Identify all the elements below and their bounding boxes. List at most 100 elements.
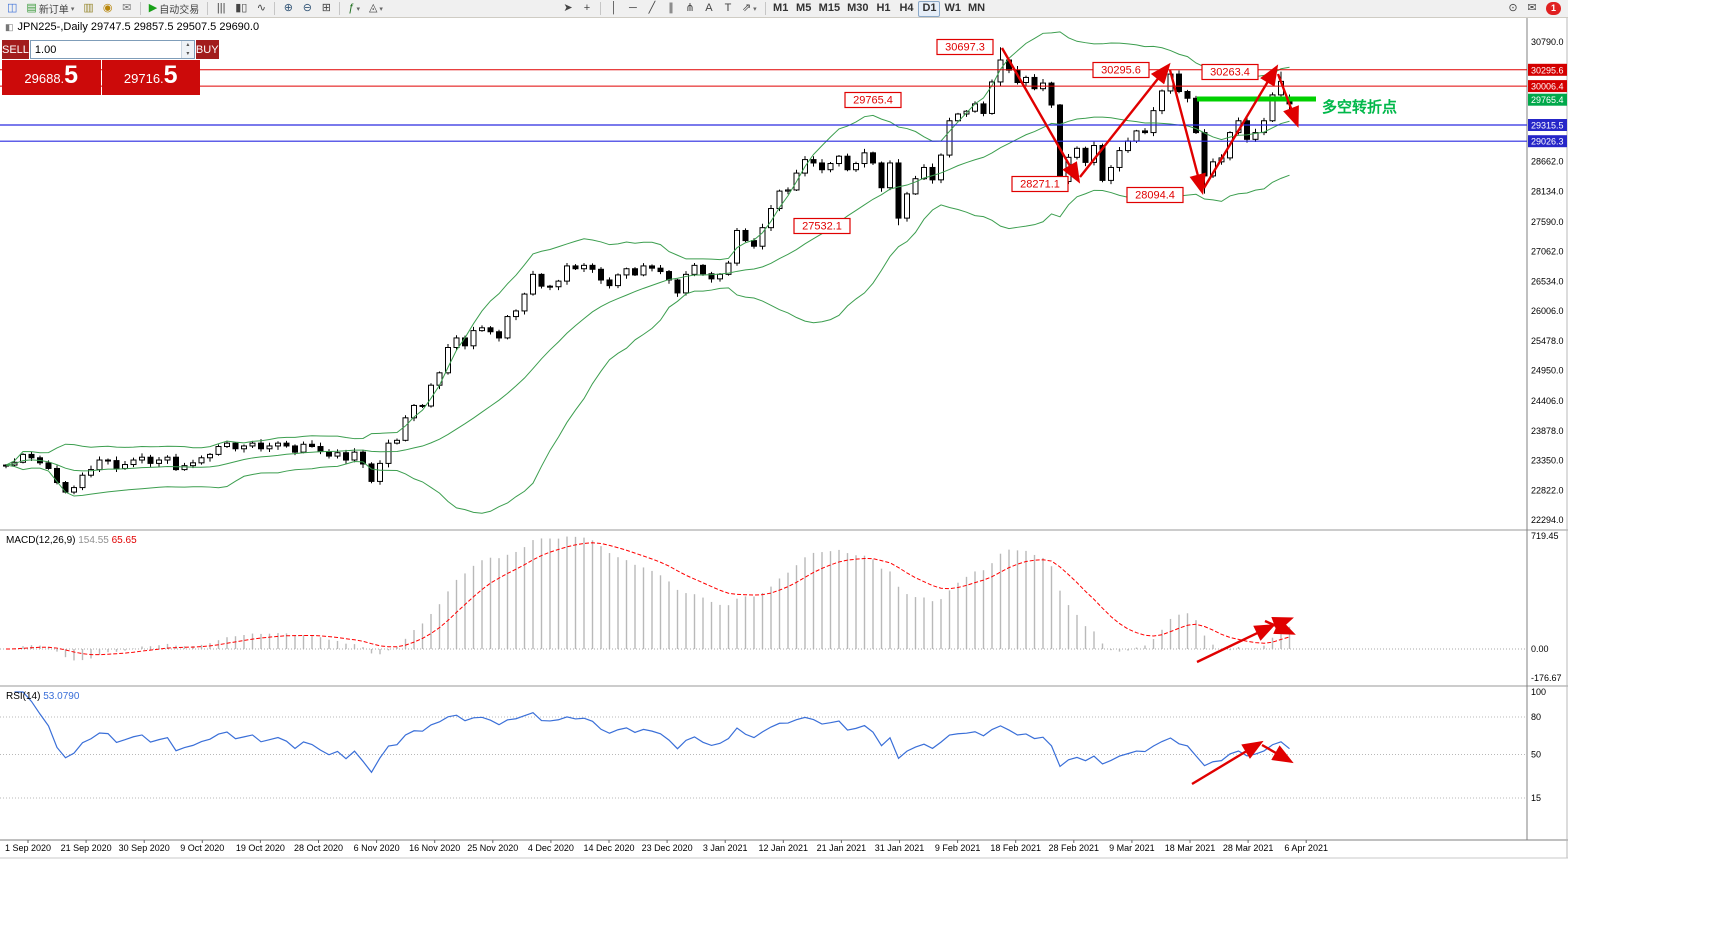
- trend-arrow[interactable]: [1000, 47, 1081, 184]
- tf-d1-button[interactable]: D1: [918, 0, 941, 17]
- chart-profiles-button[interactable]: ▥: [83, 2, 94, 14]
- rsi-axis-label: 15: [1531, 793, 1541, 803]
- svg-text:29026.3: 29026.3: [1531, 137, 1564, 147]
- trend-arrow[interactable]: [1079, 62, 1171, 178]
- date-axis-label: 21 Jan 2021: [817, 843, 867, 853]
- vertical-line-button[interactable]: │: [610, 2, 618, 14]
- svg-text:27532.1: 27532.1: [802, 221, 842, 233]
- indicators-button[interactable]: ƒ ▾: [348, 2, 360, 14]
- tf-w1-button[interactable]: W1: [944, 2, 961, 14]
- date-axis-label: 28 Oct 2020: [294, 843, 343, 853]
- price-annotation[interactable]: 30295.6: [1092, 61, 1150, 79]
- chart-ohlc-text: JPN225-,Daily 29747.5 29857.5 29507.5 29…: [17, 21, 260, 33]
- price-axis-tag: 29765.4: [1528, 93, 1567, 106]
- tf-m1-button[interactable]: M1: [773, 2, 789, 14]
- volume-input[interactable]: [30, 41, 181, 58]
- svg-text:30295.6: 30295.6: [1531, 65, 1564, 75]
- notifications-badge[interactable]: 1: [1545, 2, 1561, 15]
- price-axis-label: 23350.0: [1531, 456, 1564, 466]
- price-axis-label: 24950.0: [1531, 366, 1564, 376]
- svg-text:28094.4: 28094.4: [1135, 190, 1175, 202]
- bar-chart-type-button[interactable]: |||: [216, 2, 226, 14]
- price-annotation[interactable]: 28094.4: [1126, 186, 1184, 204]
- bollinger-upper-band: [5, 31, 1290, 466]
- candlestick-chart-type-button[interactable]: ▮▯: [235, 2, 248, 14]
- svg-text:30006.4: 30006.4: [1531, 82, 1564, 92]
- autotrading-button[interactable]: ▶ 自动交易: [148, 2, 200, 17]
- volume-spinner: ▴ ▾: [180, 41, 194, 58]
- price-axis-label: 24406.0: [1531, 396, 1564, 406]
- new-order-button[interactable]: ▤ 新订单 ▾: [26, 2, 75, 17]
- buy-price-display[interactable]: 29716. 5: [101, 60, 200, 95]
- trend-arrow[interactable]: [1264, 618, 1296, 635]
- objects-list-button[interactable]: ◬ ▾: [368, 2, 383, 14]
- text-label-button[interactable]: T: [724, 2, 732, 14]
- buy-button[interactable]: BUY: [195, 40, 219, 59]
- price-annotation[interactable]: 28271.1: [1011, 175, 1069, 193]
- crosshair-button[interactable]: +: [583, 2, 591, 14]
- mail-button[interactable]: ✉: [122, 2, 132, 14]
- date-axis-label: 30 Sep 2020: [119, 843, 170, 853]
- date-axis-label: 6 Apr 2021: [1284, 843, 1328, 853]
- toolbar-separator: [207, 2, 209, 15]
- trendline-button[interactable]: ╱: [648, 2, 656, 14]
- svg-text:30697.3: 30697.3: [945, 42, 985, 54]
- search-button[interactable]: ⊙: [1508, 2, 1518, 14]
- date-axis-label: 31 Jan 2021: [875, 843, 925, 853]
- tf-mn-button[interactable]: MN: [967, 2, 986, 14]
- price-annotation[interactable]: 29765.4: [844, 91, 902, 109]
- trend-arrow[interactable]: [1276, 73, 1299, 128]
- date-axis-label: 1 Sep 2020: [5, 843, 51, 853]
- tf-m30-button[interactable]: M30: [847, 2, 869, 14]
- new-chart-button[interactable]: ◫: [7, 2, 18, 14]
- alerts-button[interactable]: ◉: [102, 2, 113, 14]
- toolbar-separator: [139, 2, 141, 15]
- toolbar: ◫ ▤ 新订单 ▾ ▥ ◉ ✉ ▶ 自动交易 ||| ▮▯ ∿ ⊕ ⊖ ⊞ ƒ ▾ ◬ ▾ ➤ + │ ─ ╱ ∥ ⋔ A T ⇗ ▾ M1…: [0, 0, 1568, 18]
- date-axis-label: 28 Mar 2021: [1223, 843, 1274, 853]
- horizontal-line-button[interactable]: ─: [629, 2, 637, 14]
- text-button[interactable]: A: [705, 2, 713, 14]
- line-chart-type-button[interactable]: ∿: [256, 2, 266, 14]
- price-axis-label: 25478.0: [1531, 336, 1564, 346]
- date-axis-label: 16 Nov 2020: [409, 843, 460, 853]
- date-axis-label: 9 Feb 2021: [935, 843, 981, 853]
- arrow-objects-button[interactable]: ⇗ ▾: [741, 2, 757, 14]
- tf-m15-button[interactable]: M15: [818, 2, 841, 14]
- turning-point-note[interactable]: 多空转折点: [1322, 98, 1397, 116]
- date-axis-label: 12 Jan 2021: [759, 843, 809, 853]
- price-axis-tag: 30006.4: [1528, 80, 1567, 93]
- fibonacci-button[interactable]: ⋔: [685, 2, 695, 14]
- trend-arrow[interactable]: [1168, 69, 1206, 196]
- date-axis-label: 3 Jan 2021: [703, 843, 748, 853]
- sell-button[interactable]: SELL: [2, 40, 29, 59]
- trend-arrow[interactable]: [1196, 624, 1276, 664]
- equidistant-channel-button[interactable]: ∥: [668, 2, 674, 14]
- bollinger-middle-band: [5, 116, 1290, 472]
- price-axis-label: 26006.0: [1531, 306, 1564, 316]
- date-axis-label: 19 Oct 2020: [236, 843, 285, 853]
- trend-arrow[interactable]: [1202, 64, 1279, 189]
- tile-windows-button[interactable]: ⊞: [321, 2, 331, 14]
- price-annotation[interactable]: 30697.3: [936, 38, 994, 56]
- date-axis-label: 14 Dec 2020: [583, 843, 634, 853]
- tf-h4-button[interactable]: H4: [899, 2, 914, 14]
- price-axis-label: 26534.0: [1531, 276, 1564, 286]
- trend-arrow[interactable]: [1261, 743, 1294, 764]
- trend-arrow[interactable]: [1191, 740, 1264, 786]
- sell-price-display[interactable]: 29688. 5: [2, 60, 101, 95]
- rsi-axis-label: 100: [1531, 687, 1546, 697]
- community-button[interactable]: ✉: [1527, 2, 1537, 14]
- zoom-out-button[interactable]: ⊖: [302, 2, 312, 14]
- tf-h1-button[interactable]: H1: [876, 2, 891, 14]
- tf-m5-button[interactable]: M5: [796, 2, 812, 14]
- price-annotation[interactable]: 30263.4: [1201, 63, 1259, 81]
- svg-text:30295.6: 30295.6: [1101, 65, 1141, 77]
- toolbar-separator: [599, 2, 601, 15]
- date-axis-label: 6 Nov 2020: [354, 843, 400, 853]
- volume-decrease-button[interactable]: ▾: [181, 49, 194, 58]
- price-annotation[interactable]: 27532.1: [793, 217, 851, 235]
- zoom-in-button[interactable]: ⊕: [283, 2, 293, 14]
- cursor-button[interactable]: ➤: [563, 2, 573, 14]
- volume-increase-button[interactable]: ▴: [181, 41, 194, 50]
